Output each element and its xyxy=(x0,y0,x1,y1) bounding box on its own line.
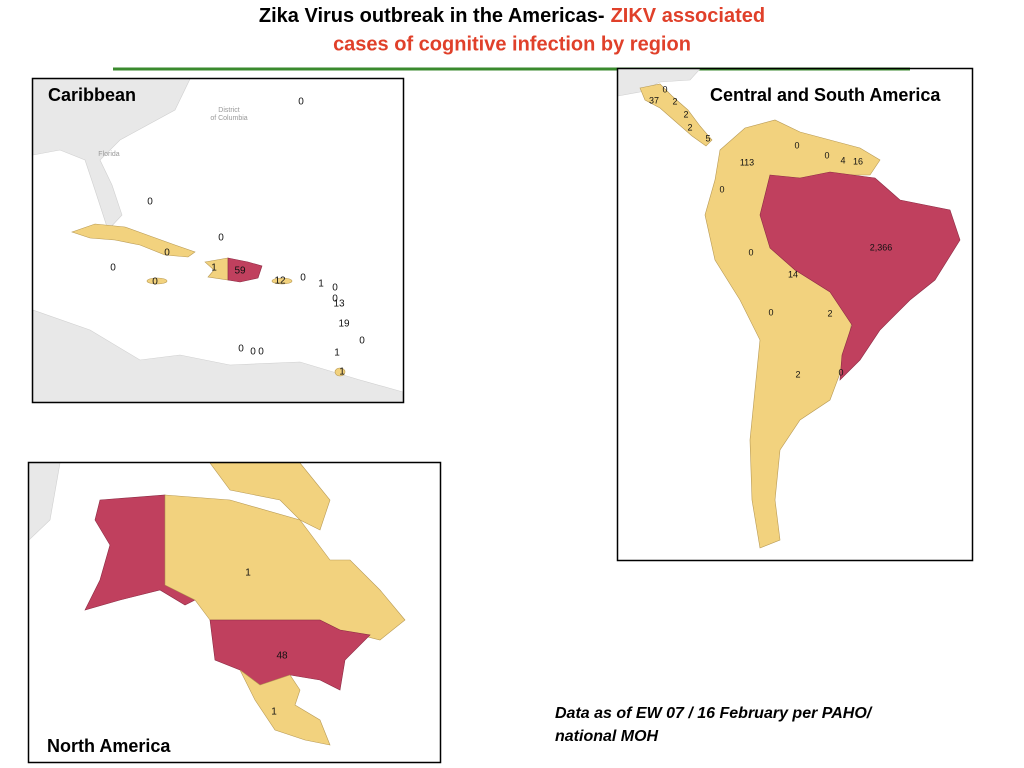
place-label: Florida xyxy=(98,151,120,158)
land-west xyxy=(29,463,61,541)
case-count-label: 4 xyxy=(840,155,845,165)
case-count-label: 1 xyxy=(245,568,251,579)
case-count-label: 0 xyxy=(748,247,753,257)
north-america-map xyxy=(29,463,406,746)
canada xyxy=(164,494,406,641)
case-count-label: 1 xyxy=(211,263,217,274)
case-count-label: 0 xyxy=(298,97,304,108)
case-count-label: 2 xyxy=(672,96,677,106)
usa xyxy=(209,619,371,691)
trinidad xyxy=(334,367,346,377)
case-count-label: 2 xyxy=(687,122,692,132)
cuba xyxy=(71,223,196,258)
case-count-label: 113 xyxy=(740,157,754,167)
case-count-label: 2 xyxy=(683,109,688,119)
case-count-label: 0 xyxy=(238,344,244,355)
case-count-label: 5 xyxy=(705,133,710,143)
title-line-2: cases of cognitive infection by region xyxy=(333,33,691,55)
case-count-label: 0 xyxy=(662,84,667,94)
case-count-label: 37 xyxy=(649,95,659,105)
case-count-label: 0 xyxy=(794,140,799,150)
land-south xyxy=(33,309,403,402)
panel-frame xyxy=(31,77,405,404)
greenland-islands xyxy=(209,463,331,531)
case-count-label: 0 xyxy=(332,283,338,294)
case-count-label: 13 xyxy=(333,299,345,310)
panel-title: Central and South America xyxy=(710,85,941,105)
case-count-label: 1 xyxy=(334,348,340,359)
caribbean-panel: Caribbean District of Columbia Florida xyxy=(31,77,405,404)
case-count-label: 48 xyxy=(276,651,288,662)
dominican-republic xyxy=(227,257,263,283)
south-america-map xyxy=(618,69,961,549)
case-count-label: 16 xyxy=(853,156,863,166)
case-count-label: 0 xyxy=(332,294,338,305)
place-label: of Columbia xyxy=(210,115,247,122)
case-count-label: 1 xyxy=(339,367,345,378)
title-red: ZIKV associated xyxy=(611,5,766,27)
land-north xyxy=(618,69,701,97)
panel-title: North America xyxy=(47,736,171,756)
central-america xyxy=(639,83,713,147)
case-count-label: 0 xyxy=(824,150,829,160)
puerto-rico xyxy=(271,277,293,285)
place-label: District xyxy=(218,107,239,114)
south-america-panel: Central and South America xyxy=(616,67,974,562)
case-count-label: 19 xyxy=(338,319,350,330)
case-count-label: 1 xyxy=(318,279,324,290)
case-count-label: 0 xyxy=(258,347,264,358)
footnote: national MOH xyxy=(555,728,659,745)
north-america-panel: North America xyxy=(27,461,442,764)
title-line-1: Zika Virus outbreak in the Americas- ZIKV… xyxy=(259,5,765,27)
case-count-label: 0 xyxy=(768,307,773,317)
case-count-label: 0 xyxy=(110,263,116,274)
case-count-label: 0 xyxy=(838,367,843,377)
case-count-label: 0 xyxy=(164,248,170,259)
case-count-label: 1 xyxy=(271,707,277,718)
case-count-label: 0 xyxy=(147,197,153,208)
mexico xyxy=(239,669,331,746)
land-us xyxy=(33,79,191,231)
jamaica xyxy=(146,277,168,285)
case-count-label: 12 xyxy=(274,276,286,287)
footnote: Data as of EW 07 / 16 February per PAHO/ xyxy=(555,705,873,722)
case-count-label: 0 xyxy=(250,347,256,358)
case-count-label: 0 xyxy=(300,273,306,284)
case-count-label: 0 xyxy=(719,184,724,194)
case-count-label: 0 xyxy=(218,233,224,244)
case-count-label: 0 xyxy=(359,336,365,347)
panel-title: Caribbean xyxy=(48,85,136,105)
case-count-label: 14 xyxy=(788,269,798,279)
caribbean-map xyxy=(33,79,403,402)
case-count-label: 2,366 xyxy=(870,242,893,252)
title-black: Zika Virus outbreak in the Americas- xyxy=(259,5,605,27)
haiti xyxy=(204,257,229,281)
panel-frame xyxy=(616,67,974,562)
case-count-label: 2 xyxy=(795,369,800,379)
case-count-label: 59 xyxy=(234,266,246,277)
panel-frame xyxy=(27,461,442,764)
brazil xyxy=(759,171,961,381)
case-count-label: 0 xyxy=(152,277,158,288)
case-count-label: 2 xyxy=(827,308,832,318)
